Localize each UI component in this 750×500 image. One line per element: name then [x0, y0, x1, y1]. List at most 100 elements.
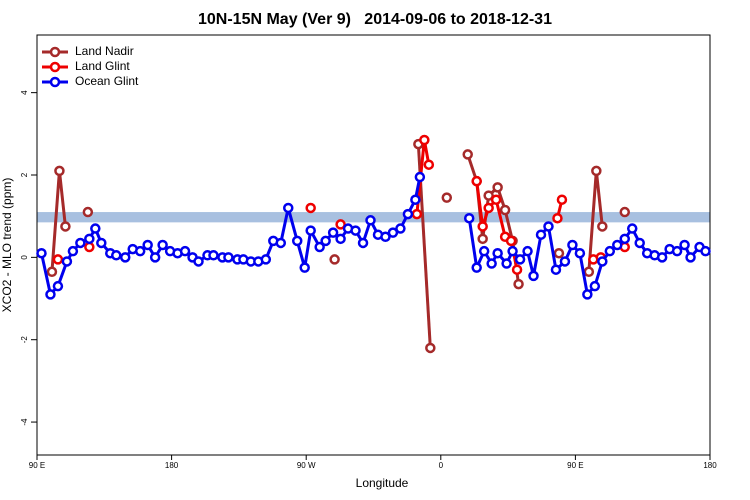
data-point: [260, 254, 272, 265]
data-point: [411, 208, 423, 220]
data-point: [490, 194, 502, 205]
data-point: [471, 262, 482, 273]
data-point: [380, 231, 391, 243]
legend-marker: [49, 46, 61, 58]
data-point: [656, 252, 668, 263]
data-point: [499, 204, 511, 216]
data-point: [275, 237, 287, 249]
data-point: [463, 212, 475, 224]
data-point: [223, 252, 234, 263]
data-point: [550, 264, 562, 275]
data-point: [513, 278, 524, 290]
data-point: [591, 165, 602, 177]
data-point: [82, 206, 94, 218]
data-point: [567, 239, 578, 251]
data-point: [543, 221, 554, 232]
data-point: [597, 221, 608, 232]
data-point: [582, 289, 593, 300]
x-axis-label: Longitude: [356, 476, 409, 490]
data-point: [350, 225, 361, 236]
data-point: [612, 239, 623, 251]
y-tick-label: 4: [20, 90, 29, 95]
data-point: [46, 266, 58, 278]
data-point: [84, 241, 95, 253]
data-point: [501, 258, 512, 269]
x-tick-label: 90 E: [29, 461, 45, 470]
data-point: [45, 289, 56, 300]
data-point: [419, 134, 430, 146]
data-point: [528, 270, 539, 282]
legend-label: Ocean Glint: [75, 74, 139, 88]
data-point: [486, 258, 497, 269]
chart-title: 10N-15N May (Ver 9) 2014-09-06 to 2018-1…: [198, 11, 552, 28]
data-point: [299, 262, 310, 273]
data-point: [291, 235, 303, 247]
legend-label: Land Nadir: [75, 44, 134, 58]
data-point: [462, 149, 473, 160]
legend-marker: [49, 76, 61, 88]
data-point: [52, 254, 64, 265]
data-point: [157, 239, 168, 251]
data-point: [685, 252, 696, 263]
data-point: [535, 229, 547, 240]
plot-frame: [36, 34, 711, 456]
data-point: [410, 194, 421, 205]
y-axis-label: XCO2 - MLO trend (ppm): [0, 178, 14, 313]
data-point: [314, 241, 325, 253]
y-tick-label: 0: [20, 255, 29, 260]
data-point: [559, 256, 571, 267]
data-point: [483, 190, 494, 201]
data-point: [514, 254, 526, 265]
x-tick-label: 90 W: [297, 461, 316, 470]
data-point: [305, 225, 316, 236]
y-tick-label: -2: [20, 336, 29, 344]
data-point: [511, 264, 523, 275]
data-point: [84, 233, 95, 245]
data-point: [619, 233, 631, 245]
data-point: [604, 245, 616, 257]
data-point: [335, 219, 346, 230]
data-point: [671, 245, 683, 257]
data-point: [507, 245, 518, 257]
data-point: [193, 256, 204, 267]
data-point: [597, 256, 608, 267]
y-tick-label: -4: [20, 418, 29, 426]
data-point: [423, 159, 435, 170]
data-point: [208, 250, 219, 261]
data-point: [478, 245, 490, 257]
data-point: [111, 250, 122, 261]
data-point: [365, 215, 376, 226]
data-point: [505, 235, 517, 247]
data-point: [589, 280, 601, 292]
data-point: [552, 212, 563, 224]
data-point: [387, 227, 399, 238]
data-point: [67, 245, 79, 257]
data-point: [75, 237, 86, 249]
data-point: [395, 223, 406, 234]
data-point: [329, 254, 340, 265]
data-point: [414, 171, 426, 183]
x-tick-label: 180: [703, 461, 717, 470]
data-point: [700, 245, 711, 257]
data-point: [134, 245, 146, 257]
data-point: [90, 223, 101, 234]
data-point: [305, 202, 316, 214]
data-point: [626, 223, 638, 234]
data-point: [60, 221, 71, 232]
data-point: [583, 266, 595, 278]
data-point: [492, 182, 503, 193]
data-point: [425, 342, 436, 354]
data-point: [357, 237, 369, 249]
data-point: [574, 247, 586, 259]
data-point: [36, 247, 47, 259]
data-point: [402, 208, 414, 220]
data-point: [553, 247, 565, 259]
data-point: [477, 233, 488, 245]
data-point: [283, 202, 294, 214]
data-point: [179, 245, 191, 257]
data-point: [96, 237, 107, 249]
data-point: [477, 221, 488, 232]
data-point: [619, 206, 631, 218]
